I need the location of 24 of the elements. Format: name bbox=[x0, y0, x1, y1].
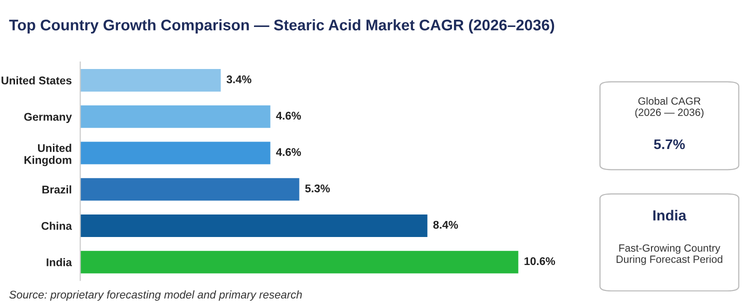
y-tick-label: United Kingdom bbox=[24, 144, 72, 166]
bar bbox=[80, 250, 518, 274]
y-tick-label: China bbox=[42, 222, 72, 230]
bar bbox=[80, 178, 300, 201]
y-tick-label: Germany bbox=[24, 112, 72, 123]
text: Fast-Growing Country During Forecast Period bbox=[616, 244, 722, 265]
text: India bbox=[653, 210, 686, 221]
bar bbox=[80, 214, 428, 238]
bar bbox=[80, 142, 270, 164]
data-label: 8.4% bbox=[433, 220, 458, 229]
chart-title: Top Country Growth Comparison — Stearic Acid Market CAGR (2026–2036) bbox=[9, 19, 554, 34]
data-label: 4.6% bbox=[276, 112, 301, 120]
text: Global CAGR (2026 — 2036) bbox=[635, 97, 704, 118]
y-tick-label: Brazil bbox=[42, 185, 72, 194]
y-tick-label: India bbox=[46, 258, 72, 266]
source-note: Source: proprietary forecasting model and primary research bbox=[9, 290, 302, 301]
bar bbox=[80, 69, 221, 92]
text: 5.7% bbox=[654, 139, 685, 150]
bar bbox=[80, 105, 270, 128]
data-label: 3.4% bbox=[226, 75, 252, 84]
data-label: 5.3% bbox=[305, 184, 330, 192]
data-label: 10.6% bbox=[524, 257, 556, 266]
data-label: 4.6% bbox=[276, 148, 301, 156]
y-tick-label: United States bbox=[2, 76, 72, 84]
